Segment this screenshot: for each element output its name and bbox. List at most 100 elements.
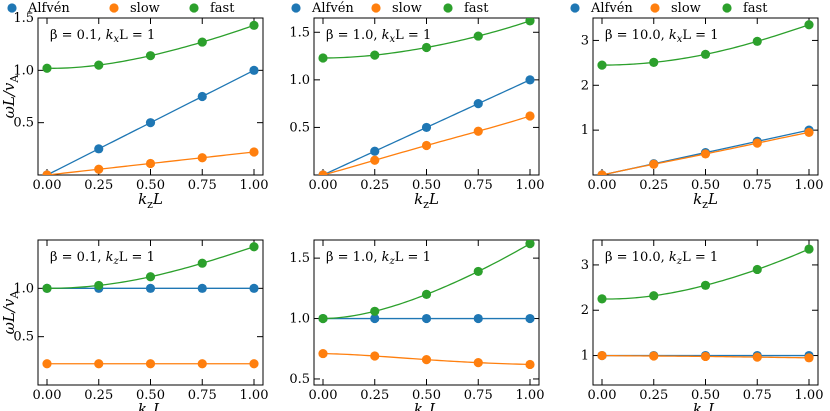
axis-label-part: L	[428, 400, 439, 411]
data-point-fast	[473, 31, 483, 41]
annotation-part: β = 1.0,	[326, 28, 382, 43]
annotation-part: x	[114, 34, 120, 45]
legend-marker-fast	[722, 3, 732, 13]
legend-label: Alfvén	[311, 1, 354, 16]
data-point-fast	[197, 37, 207, 47]
data-point-slow	[525, 359, 535, 370]
data-point-Alfvén	[370, 146, 380, 156]
x-tick-label: 0.50	[412, 178, 441, 193]
x-axis-label: kzL	[693, 190, 718, 211]
x-tick-label: 0.25	[360, 178, 389, 193]
axis-label-part: A	[8, 74, 21, 84]
axis-label-part: z	[423, 198, 429, 211]
data-point-fast	[597, 294, 607, 304]
annotation-part: L = 1	[395, 250, 431, 265]
y-tick-label: 1	[581, 123, 589, 138]
data-point-slow	[318, 348, 328, 359]
x-tick-label: 0.00	[33, 388, 62, 403]
data-point-fast	[752, 264, 762, 275]
annotation-part: L = 1	[119, 28, 155, 43]
annotation-part: k	[106, 28, 114, 43]
data-point-slow	[249, 147, 259, 157]
x-tick-label: 0.75	[188, 388, 217, 403]
axis-label-part: x	[702, 408, 709, 411]
legend-marker-Alfvén	[291, 3, 301, 13]
annotation-part: z	[676, 256, 683, 267]
data-point-Alfvén	[421, 122, 432, 133]
data-point-slow	[752, 352, 762, 362]
x-axis-label: kzL	[138, 190, 163, 211]
data-point-fast	[421, 42, 432, 53]
data-point-fast	[145, 51, 156, 61]
chart-panel-6: 0.00 0.25 0.50 0.75 1.00 1 2 3	[581, 239, 823, 403]
panel-annotation: β = 1.0, kzL = 1	[326, 250, 431, 267]
chart-panel-5: 0.00 0.25 0.50 0.75 1.00 0.5 1.0 1.5	[289, 239, 544, 403]
legend-marker-Alfvén	[570, 3, 580, 13]
legend-label: Alfvén	[27, 1, 70, 16]
x-tick-label: 1.00	[240, 178, 269, 193]
axis-label-part: ωL/v	[0, 82, 18, 118]
y-tick-label: 0.5	[13, 330, 34, 345]
annotation-part: L = 1	[395, 28, 431, 43]
axis-label-part: k	[414, 190, 423, 208]
x-axis-label: kzL	[414, 190, 439, 211]
data-point-slow	[525, 111, 535, 121]
legend-marker-slow	[371, 3, 381, 13]
data-point-slow	[649, 159, 659, 169]
legend-marker-slow	[650, 3, 660, 13]
axis-label-part: A	[8, 290, 21, 300]
data-point-Alfvén	[249, 65, 259, 75]
data-point-fast	[597, 60, 607, 70]
panel-annotation: β = 0.1, kzL = 1	[50, 250, 155, 267]
x-axis-label: kxL	[138, 400, 163, 411]
axis-label-part: ωL/v	[0, 298, 18, 334]
panel-annotation: β = 10.0, kxL = 1	[605, 28, 718, 45]
panel-annotation: β = 1.0, kxL = 1	[326, 28, 431, 45]
data-point-Alfvén	[249, 283, 259, 293]
axis-label-part: L	[707, 400, 718, 411]
data-point-Alfvén	[197, 283, 207, 293]
annotation-part: β = 10.0,	[605, 28, 669, 43]
x-tick-label: 0.50	[136, 388, 165, 403]
annotation-part: L = 1	[119, 250, 155, 265]
data-point-fast	[525, 18, 535, 26]
data-point-fast	[473, 266, 483, 277]
x-tick-label: 0.50	[691, 178, 720, 193]
annotation-part: x	[390, 34, 396, 45]
data-point-slow	[370, 351, 380, 361]
data-point-slow	[649, 351, 659, 361]
annotation-part: k	[382, 250, 390, 265]
x-tick-label: 0.00	[588, 388, 617, 403]
x-tick-label: 0.75	[743, 178, 772, 193]
data-point-fast	[249, 20, 259, 30]
annotation-part: β = 1.0,	[326, 250, 382, 265]
x-tick-label: 0.25	[360, 388, 389, 403]
x-tick-label: 0.50	[691, 388, 720, 403]
x-tick-label: 0.25	[639, 178, 668, 193]
axis-label-part: x	[147, 408, 154, 411]
data-point-fast	[94, 280, 104, 291]
data-point-fast	[318, 53, 328, 63]
data-point-slow	[249, 359, 259, 369]
data-point-slow	[42, 170, 52, 175]
data-point-fast	[318, 313, 328, 324]
annotation-part: β = 0.1,	[50, 28, 106, 43]
x-tick-label: 0.00	[33, 178, 62, 193]
data-point-slow	[94, 359, 104, 369]
annotation-part: z	[389, 256, 396, 267]
annotation-part: L = 1	[682, 28, 718, 43]
y-tick-label: 3	[581, 258, 589, 273]
data-point-slow	[700, 149, 711, 159]
y-tick-label: 0.5	[13, 116, 34, 131]
data-point-fast	[752, 36, 762, 46]
legend-label: slow	[130, 1, 160, 16]
y-axis-label: ωL/vA	[0, 74, 21, 119]
legend-label: fast	[210, 1, 235, 16]
x-tick-label: 0.75	[188, 178, 217, 193]
y-tick-label: 2	[581, 303, 589, 318]
legend-label: fast	[743, 1, 768, 16]
axis-label-part: z	[702, 198, 708, 211]
data-point-Alfvén	[197, 91, 207, 102]
data-point-fast	[700, 49, 711, 59]
